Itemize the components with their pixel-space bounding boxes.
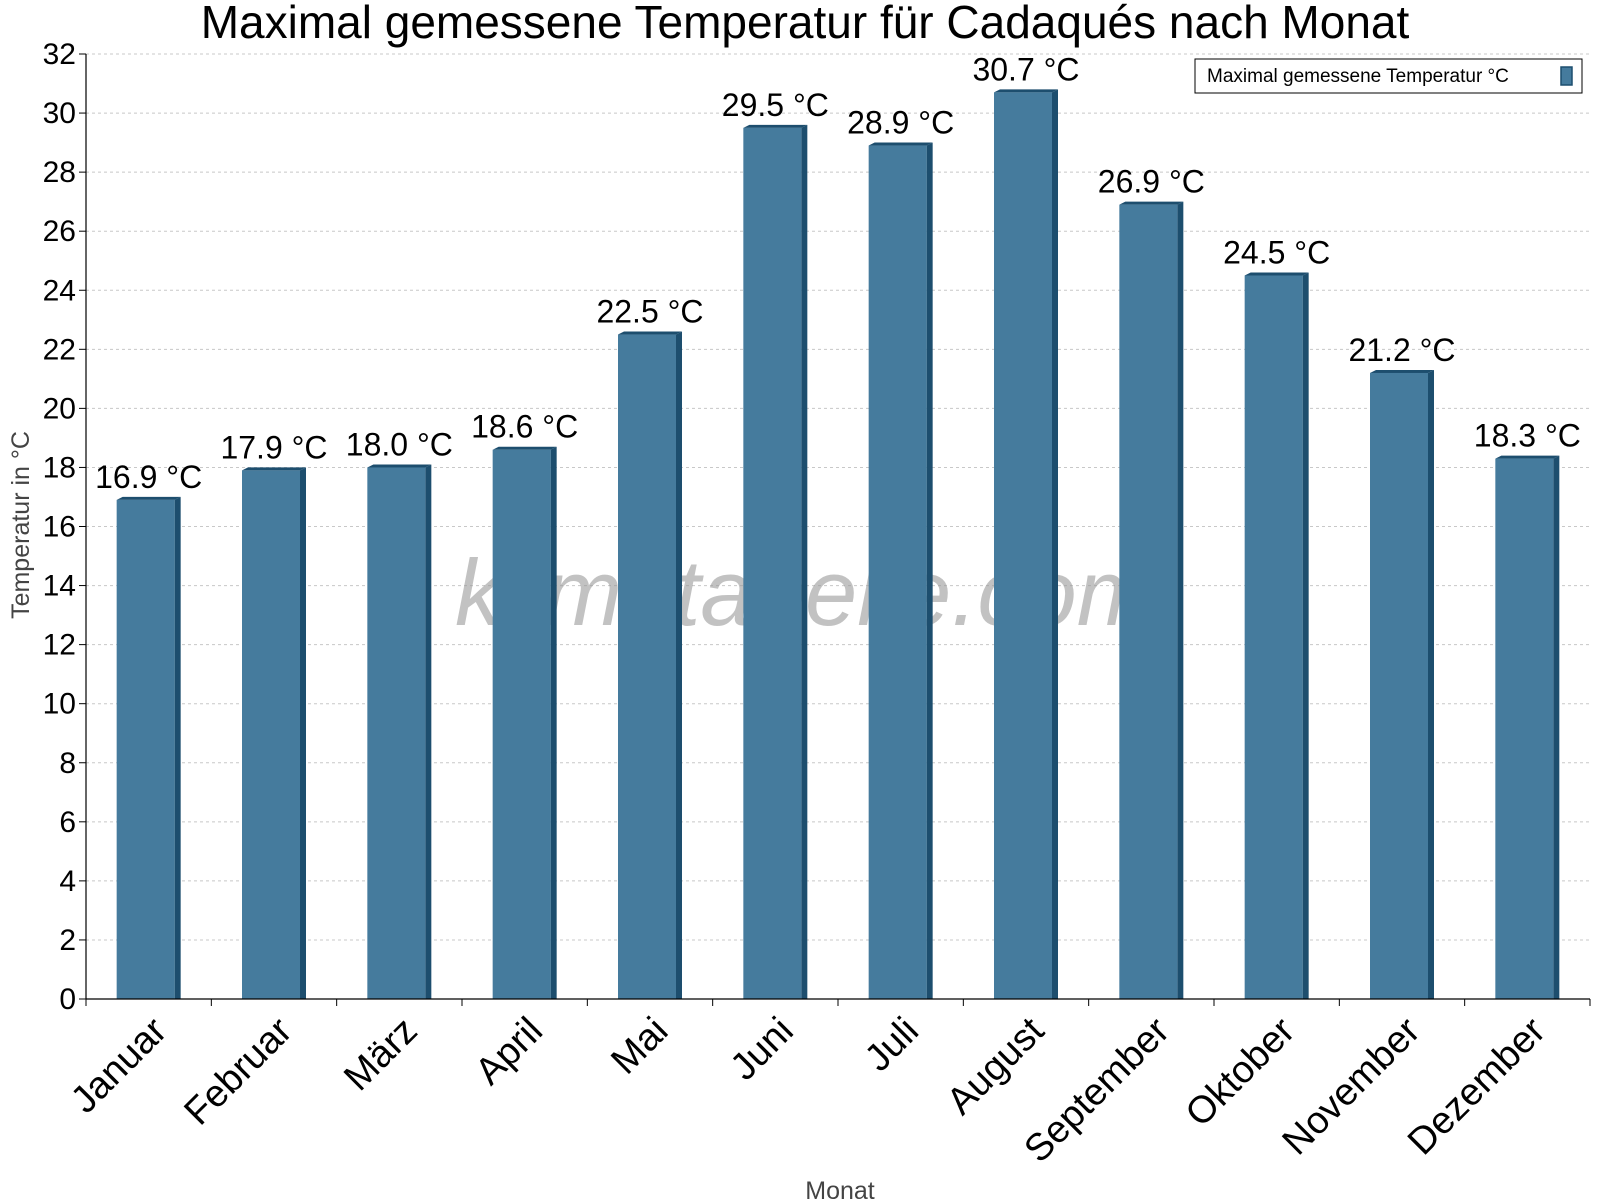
y-axis-title: Temperatur in °C [7, 431, 35, 619]
bar-top [868, 142, 933, 146]
bar-value-label: 17.9 °C [220, 429, 327, 465]
x-tick-label: März [336, 1010, 425, 1099]
x-tick-label: Dezember [1400, 1009, 1554, 1163]
bar-top [1370, 369, 1434, 373]
chart-title: Maximal gemessene Temperatur für Cadaqué… [201, 0, 1410, 48]
y-tick-label: 6 [59, 806, 76, 839]
x-tick-label: Februar [177, 1009, 301, 1133]
y-tick-label: 4 [59, 865, 76, 898]
bar-side [1052, 89, 1058, 999]
legend: Maximal gemessene Temperatur °C [1194, 58, 1583, 94]
bar-value-label: 22.5 °C [596, 294, 703, 330]
x-tick-label: Mai [603, 1010, 676, 1083]
y-tick-label: 16 [43, 511, 76, 544]
x-tick-label: Juni [723, 1010, 802, 1089]
bar-top [743, 124, 808, 128]
bar-top [492, 446, 557, 450]
bar [1244, 275, 1303, 999]
y-tick-label: 12 [43, 629, 76, 662]
bar [994, 92, 1052, 999]
bar-top [1119, 201, 1184, 205]
bar [868, 145, 927, 999]
x-tick-label: Juli [857, 1010, 927, 1080]
bar-side [1302, 272, 1309, 999]
y-tick-label: 2 [59, 924, 76, 957]
y-tick-label: 10 [43, 688, 76, 721]
y-tick-label: 14 [43, 570, 76, 603]
bar-side [926, 142, 933, 999]
y-tick-label: 26 [43, 215, 76, 248]
y-tick-label: 32 [43, 38, 76, 71]
bar-top [242, 467, 306, 471]
x-tick-label: Oktober [1178, 1009, 1304, 1135]
x-tick-label: April [468, 1010, 551, 1093]
bar [116, 499, 175, 999]
bar-side [1177, 201, 1184, 999]
bar [1370, 372, 1428, 999]
legend-swatch [1560, 66, 1573, 86]
bar-top [1495, 455, 1560, 459]
bar [367, 467, 426, 999]
x-axis-title: Monat [805, 1177, 875, 1200]
bar-top [367, 464, 432, 468]
y-tick-label: 0 [59, 983, 76, 1016]
bar-side [1428, 369, 1434, 999]
y-tick-label: 28 [43, 156, 76, 189]
bar-value-label: 18.3 °C [1474, 418, 1581, 454]
bar [618, 334, 676, 999]
bar-value-label: 30.7 °C [972, 51, 1079, 87]
bar [1495, 458, 1554, 999]
bar-side [550, 446, 557, 999]
bar-top [1244, 272, 1309, 276]
y-tick-label: 24 [43, 274, 76, 307]
bar-top [994, 89, 1058, 93]
bar [743, 127, 802, 999]
y-tick-label: 8 [59, 747, 76, 780]
legend-box [1194, 58, 1583, 94]
y-tick-label: 30 [43, 97, 76, 130]
legend-label: Maximal gemessene Temperatur °C [1207, 66, 1509, 87]
y-tick-label: 20 [43, 392, 76, 425]
bar-top [618, 331, 682, 335]
bar [492, 449, 551, 999]
y-tick-label: 22 [43, 333, 76, 366]
bar-value-label: 16.9 °C [95, 459, 202, 495]
bar-side [1553, 455, 1560, 999]
bar-side [300, 467, 306, 999]
bars [116, 89, 1560, 999]
bar-top [116, 496, 181, 500]
bar-value-label: 24.5 °C [1223, 234, 1330, 270]
bar [1119, 204, 1178, 999]
bar-value-label: 18.6 °C [471, 409, 578, 445]
bar-side [801, 124, 808, 999]
x-tick-label: August [939, 1009, 1053, 1123]
bar-value-label: 18.0 °C [346, 426, 453, 462]
bar-side [425, 464, 432, 999]
bar-value-label: 29.5 °C [722, 87, 829, 123]
bar-value-label: 21.2 °C [1348, 332, 1455, 368]
bar-value-label: 28.9 °C [847, 105, 954, 141]
bar [242, 470, 300, 999]
gridlines [86, 53, 1590, 941]
bar-side [174, 496, 181, 999]
bar-value-label: 26.9 °C [1098, 164, 1205, 200]
x-tick-label: Januar [63, 1009, 175, 1121]
y-tick-label: 18 [43, 451, 76, 484]
axes [79, 53, 1591, 1006]
bar-side [676, 331, 682, 999]
